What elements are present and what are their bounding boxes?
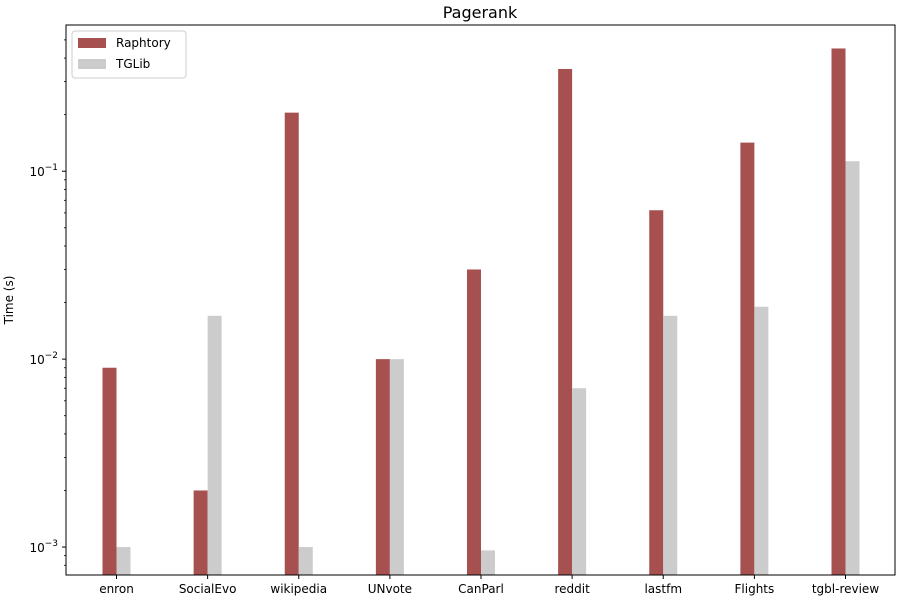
x-tick-label: tgbl-review	[812, 582, 879, 596]
x-tick-label: UNvote	[368, 582, 412, 596]
legend-swatch-tglib	[78, 59, 106, 69]
bar-tglib-tgbl-review	[845, 161, 860, 575]
bar-tglib-wikipedia	[298, 547, 313, 575]
y-tick-label: 10−3	[29, 539, 58, 555]
chart-title: Pagerank	[443, 3, 518, 22]
bar-raphtory-unvote	[375, 359, 390, 575]
y-tick-label: 10−2	[29, 351, 58, 367]
bar-raphtory-canparl	[467, 269, 481, 575]
bar-raphtory-socialevo	[193, 490, 208, 575]
x-tick-label: lastfm	[644, 582, 682, 596]
plot-frame	[65, 24, 896, 576]
y-axis-ticks: 10−3 10−2 10−1	[29, 39, 66, 566]
bar-tglib-lastfm	[663, 315, 678, 575]
bar-raphtory-wikipedia	[284, 112, 299, 575]
x-axis-ticks: enron SocialEvo wikipedia UNvote CanParl redd…	[99, 575, 879, 596]
bar-raphtory-tgbl-review	[831, 48, 846, 576]
bar-tglib-canparl	[481, 550, 495, 575]
x-tick-label: Flights	[735, 582, 775, 596]
bar-raphtory-enron	[102, 367, 117, 575]
x-tick-label: wikipedia	[270, 582, 327, 596]
x-tick-label: SocialEvo	[179, 582, 237, 596]
bars-layer	[102, 48, 860, 576]
bar-raphtory-reddit	[558, 68, 573, 575]
legend-label-raphtory: Raphtory	[116, 36, 171, 50]
legend-label-tglib: TGLib	[115, 57, 150, 71]
bar-tglib-flights	[754, 306, 769, 575]
y-axis-label: Time (s)	[2, 276, 16, 326]
x-tick-label: enron	[99, 582, 134, 596]
bar-tglib-reddit	[572, 388, 587, 575]
legend-swatch-raphtory	[78, 38, 106, 48]
legend: Raphtory TGLib	[71, 30, 187, 79]
x-tick-label: reddit	[554, 582, 590, 596]
bar-raphtory-flights	[740, 142, 755, 575]
y-tick-label: 10−1	[29, 163, 58, 179]
bar-tglib-enron	[116, 547, 131, 575]
x-tick-label: CanParl	[458, 582, 504, 596]
bar-raphtory-lastfm	[649, 210, 664, 575]
bar-tglib-unvote	[389, 359, 404, 575]
bar-tglib-socialevo	[207, 315, 222, 575]
